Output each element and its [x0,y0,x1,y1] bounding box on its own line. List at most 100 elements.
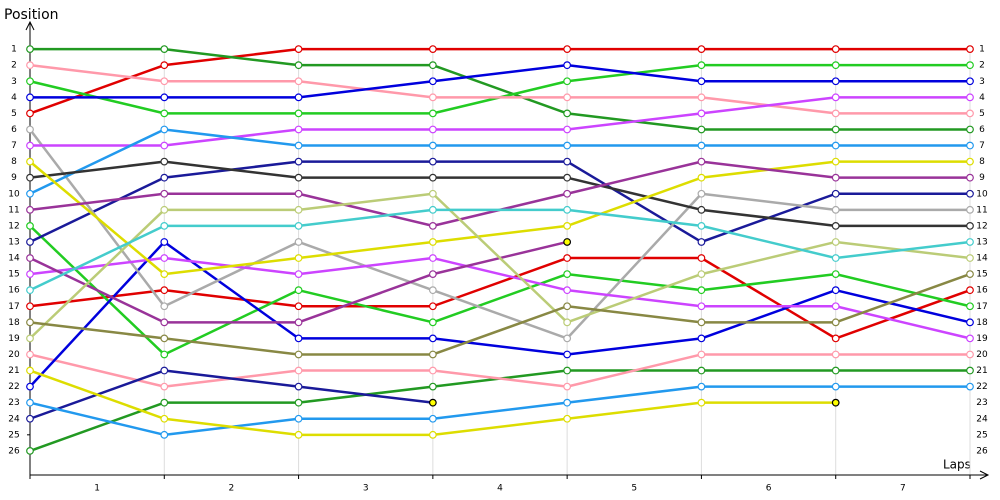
point-marker [294,430,303,439]
y-tick-label: 2 [11,61,17,71]
point-marker [697,286,706,295]
point-marker [428,414,437,423]
point-marker [831,109,840,118]
point-marker [563,61,572,70]
point-marker [966,189,974,198]
point-marker [26,238,34,246]
point-marker [428,430,437,439]
point-marker [26,77,34,86]
point-marker [831,254,840,262]
point-marker [697,157,706,166]
series-line [30,96,970,147]
point-marker [966,270,974,279]
point-marker [831,221,840,230]
point-marker [831,398,840,407]
point-marker [428,45,437,54]
point-marker [26,61,34,70]
point-marker [26,366,34,375]
series-line [29,128,970,195]
series-line [29,256,971,340]
point-marker [26,398,34,407]
y-axis-label: Position [4,7,59,23]
y-tick-label-right: 2 [979,61,985,71]
point-marker [831,270,840,279]
point-marker [428,382,437,391]
point-marker [831,61,840,70]
point-marker [428,302,437,311]
point-marker [966,366,974,375]
y-tick-label-right: 13 [976,237,987,247]
point-marker [294,254,303,262]
y-tick-label: 3 [11,77,17,87]
point-marker [831,173,840,182]
point-marker [160,61,169,70]
point-marker [966,77,974,86]
point-marker [26,141,34,150]
series-line [29,160,970,276]
x-axis-label: Laps [943,458,971,472]
y-tick-label-right: 20 [976,350,988,360]
point-marker [294,205,303,214]
point-marker [428,141,437,150]
point-marker [966,318,974,327]
y-tick-label: 24 [8,414,20,424]
x-tick-label: 2 [229,484,235,494]
y-tick-label: 19 [8,334,20,344]
point-marker [428,205,437,214]
point-marker [428,77,437,86]
point-marker [160,205,169,214]
point-marker [428,109,437,118]
point-marker [831,334,840,343]
point-marker [563,270,572,279]
point-marker [563,109,572,118]
point-marker [160,93,169,102]
y-tick-label-right: 24 [976,414,988,424]
point-marker [294,61,303,70]
point-marker [294,318,303,327]
point-marker [966,93,974,102]
y-tick-label: 12 [8,221,19,231]
y-tick-label: 21 [8,366,19,376]
series-line [29,160,970,228]
point-marker [294,93,303,102]
point-marker [26,302,34,311]
point-marker [831,189,840,198]
y-tick-label-right: 18 [976,318,988,328]
point-marker [294,45,303,54]
y-tick-label-right: 10 [976,189,988,199]
point-marker [294,221,303,230]
y-tick-label: 5 [11,109,17,119]
point-marker [26,254,34,262]
series-line [29,160,970,228]
y-tick-label-right: 7 [979,141,985,151]
point-marker [160,318,169,327]
y-tick-label-right: 12 [976,221,987,231]
point-marker [966,141,974,150]
point-marker [966,45,974,54]
series-line [29,369,434,420]
point-marker [697,93,706,102]
y-tick-label-right: 1 [979,45,985,55]
y-tick-label: 26 [8,446,20,456]
point-marker [697,398,706,407]
point-marker [563,318,572,327]
point-marker [428,125,437,134]
point-marker [160,350,169,359]
point-marker [26,157,34,166]
point-marker [831,302,840,311]
point-marker [966,254,974,262]
series-line [29,208,971,292]
point-marker [563,350,572,359]
point-marker [428,173,437,182]
point-marker [26,189,34,198]
point-marker [160,254,169,262]
point-marker [428,334,437,343]
point-marker [26,45,34,54]
y-tick-label-right: 14 [976,254,988,264]
y-tick-label: 18 [8,318,20,328]
y-tick-label: 1 [11,45,17,55]
point-marker [563,286,572,295]
point-marker [966,286,974,295]
y-tick-label: 10 [8,189,20,199]
point-marker [428,398,437,407]
